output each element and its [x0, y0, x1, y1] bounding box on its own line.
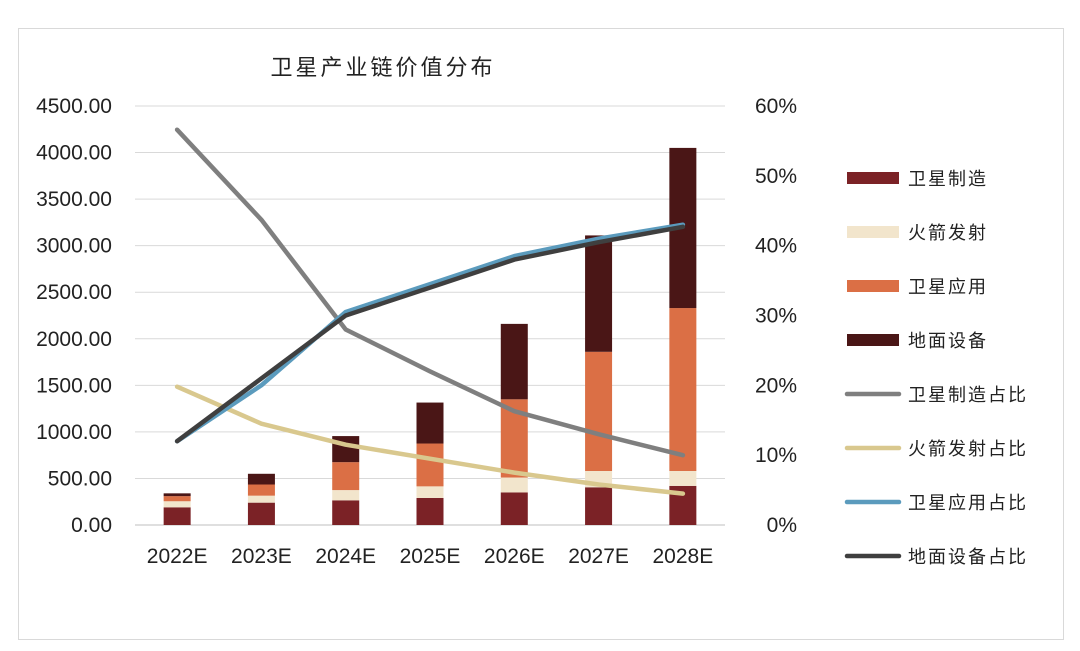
- y-right-tick-label: 0%: [767, 514, 797, 537]
- bar-segment: [500, 323, 528, 400]
- y-left-tick-label: 2000.00: [36, 328, 112, 351]
- y-right-tick-label: 40%: [755, 235, 797, 258]
- bar-segment: [247, 495, 275, 503]
- y-axis-left: 0.00 500.00 1000.00 1500.00 2000.00 2500.00 30…: [36, 95, 112, 537]
- gridlines: [135, 105, 725, 526]
- y-axis-right: 0% 10% 20% 30% 40% 50% 60%: [755, 95, 797, 537]
- legend-label: 卫星应用占比: [908, 493, 1028, 514]
- legend-swatch: [847, 226, 899, 238]
- bar-segment: [585, 351, 613, 471]
- x-tick-label: 2027E: [568, 545, 629, 568]
- bar-segment: [163, 507, 191, 525]
- x-tick-label: 2023E: [231, 545, 292, 568]
- legend-label: 火箭发射占比: [908, 439, 1028, 460]
- chart-title: 卫星产业链价值分布: [270, 56, 495, 81]
- bar-segment: [332, 500, 360, 525]
- bar-segment: [669, 308, 697, 471]
- legend-swatch: [847, 334, 899, 346]
- y-left-tick-label: 1000.00: [36, 421, 112, 444]
- legend-label: 地面设备占比: [908, 547, 1028, 568]
- bar-segment: [163, 496, 191, 502]
- x-axis: 2022E 2023E 2024E 2025E 2026E 2027E 2028E: [147, 545, 713, 568]
- bar-segment: [416, 486, 444, 498]
- y-left-tick-label: 0.00: [71, 514, 112, 537]
- y-right-tick-label: 30%: [755, 305, 797, 328]
- x-tick-label: 2025E: [400, 545, 461, 568]
- bar-segment: [585, 487, 613, 525]
- legend-swatch: [847, 172, 899, 184]
- bar-segment: [332, 490, 360, 501]
- legend-label: 卫星制造占比: [908, 385, 1028, 406]
- legend-label: 卫星制造: [908, 169, 988, 190]
- y-right-tick-label: 10%: [755, 444, 797, 467]
- bar-segment: [247, 502, 275, 525]
- series-line: [174, 222, 686, 444]
- y-right-tick-label: 20%: [755, 374, 797, 397]
- x-tick-label: 2022E: [147, 545, 208, 568]
- bar-segment: [416, 402, 444, 444]
- bar-segment: [416, 443, 444, 487]
- bar-segment: [332, 462, 360, 491]
- y-left-tick-label: 1500.00: [36, 374, 112, 397]
- bar-segment: [585, 235, 613, 352]
- bar-segment: [416, 497, 444, 525]
- x-tick-label: 2026E: [484, 545, 545, 568]
- x-tick-label: 2028E: [652, 545, 713, 568]
- series-line: [174, 127, 686, 458]
- y-left-tick-label: 2500.00: [36, 281, 112, 304]
- bar-segment: [163, 501, 191, 508]
- bar-segment: [247, 473, 275, 485]
- y-left-tick-label: 4000.00: [36, 142, 112, 165]
- bar-segment: [332, 436, 360, 463]
- legend-label: 卫星应用: [908, 277, 988, 298]
- bar-segment: [500, 492, 528, 525]
- bar-segment: [669, 470, 697, 486]
- legend-label: 火箭发射: [908, 223, 988, 244]
- legend-swatch: [847, 280, 899, 292]
- y-right-tick-label: 50%: [755, 165, 797, 188]
- y-left-tick-label: 500.00: [48, 467, 112, 490]
- legend-label: 地面设备: [908, 331, 988, 352]
- y-left-tick-label: 3500.00: [36, 188, 112, 211]
- lines-layer: [174, 127, 686, 496]
- bars-layer: [163, 147, 697, 525]
- x-tick-label: 2024E: [315, 545, 376, 568]
- series-line: [174, 384, 686, 496]
- y-left-tick-label: 4500.00: [36, 95, 112, 118]
- series-line: [174, 224, 686, 444]
- y-right-tick-label: 60%: [755, 95, 797, 118]
- bar-segment: [500, 477, 528, 493]
- bar-segment: [247, 484, 275, 496]
- bar-segment: [163, 493, 191, 497]
- y-left-tick-label: 3000.00: [36, 235, 112, 258]
